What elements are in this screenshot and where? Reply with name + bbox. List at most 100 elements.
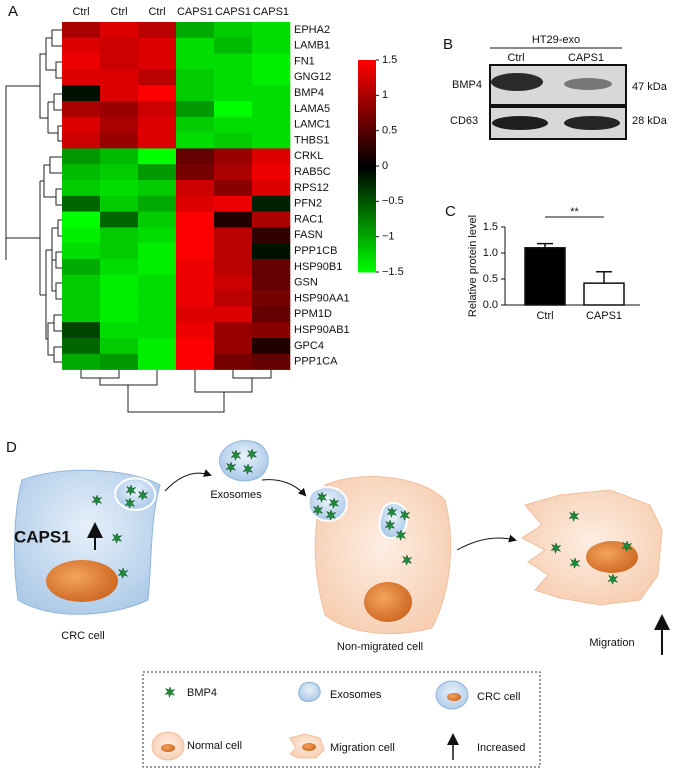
heat-cell: [214, 132, 253, 149]
legend-label: Normal cell: [187, 740, 242, 752]
heat-cell: [62, 195, 101, 212]
blot-title: HT29-exo: [532, 34, 580, 46]
colorbar-tick-label: 1.5: [382, 54, 397, 66]
panel-label: B: [443, 36, 453, 53]
legend-label: Migration cell: [330, 742, 395, 754]
heat-cell: [252, 243, 291, 260]
heat-cell: [176, 306, 215, 323]
column-label: CAPS1: [177, 6, 213, 18]
heat-cell: [138, 322, 177, 339]
colorbar-step: [358, 120, 376, 125]
heat-cell: [252, 322, 291, 339]
heat-cell: [176, 164, 215, 181]
heat-cell: [138, 164, 177, 181]
legend-label: CRC cell: [477, 691, 520, 703]
row-label: RPS12: [294, 182, 329, 194]
heat-cell: [138, 274, 177, 291]
heat-cell: [176, 211, 215, 228]
colorbar-tick-label: 0: [382, 160, 388, 172]
nucleus: [586, 541, 638, 573]
heat-cell: [62, 22, 101, 39]
heat-cell: [62, 322, 101, 339]
legend-label: Increased: [477, 742, 525, 754]
heat-cell: [100, 306, 139, 323]
row-label: RAC1: [294, 213, 323, 225]
row-label: EPHA2: [294, 24, 330, 36]
heat-cell: [100, 164, 139, 181]
colorbar-step: [358, 201, 376, 206]
heat-cell: [252, 132, 291, 149]
heat-cell: [252, 306, 291, 323]
colorbar-step: [358, 81, 376, 86]
heat-cell: [252, 148, 291, 165]
error-bar: [596, 270, 612, 284]
heat-cell: [176, 116, 215, 133]
row-label: HSP90B1: [294, 261, 342, 273]
heat-cell: [138, 290, 177, 307]
heat-cell: [214, 259, 253, 276]
heat-cell: [214, 180, 253, 197]
colorbar-step: [358, 84, 376, 89]
heat-cell: [138, 37, 177, 54]
y-tick-label: 0.0: [483, 299, 498, 311]
bar: [524, 247, 566, 306]
colorbar-step: [358, 88, 376, 93]
heat-cell: [62, 85, 101, 102]
heat-cell: [214, 195, 253, 212]
heat-cell: [62, 211, 101, 228]
heat-cell: [176, 195, 215, 212]
heat-cell: [214, 243, 253, 260]
colorbar-step: [358, 151, 376, 156]
heat-cell: [252, 274, 291, 291]
arrow: [261, 479, 307, 497]
colorbar-step: [358, 60, 376, 65]
heat-cell: [100, 132, 139, 149]
heat-cell: [176, 322, 215, 339]
heat-cell: [176, 132, 215, 149]
heat-cell: [252, 85, 291, 102]
colorbar-step: [358, 98, 376, 103]
heat-cell: [100, 211, 139, 228]
heat-cell: [62, 148, 101, 165]
x-tick-label: CAPS1: [586, 310, 622, 322]
colorbar-step: [358, 77, 376, 82]
heat-cell: [62, 259, 101, 276]
colorbar-tick-label: −1: [382, 231, 395, 243]
colorbar-step: [358, 162, 376, 167]
heat-cell: [176, 353, 215, 370]
heat-cell: [100, 116, 139, 133]
heat-cell: [100, 69, 139, 86]
heat-cell: [214, 353, 253, 370]
colorbar-step: [358, 243, 376, 248]
heat-cell: [62, 164, 101, 181]
heat-cell: [138, 148, 177, 165]
diagram: CAPS1 CRC cell Exosomes Non-migrated cel…: [14, 440, 670, 768]
colorbar-step: [358, 180, 376, 185]
heat-cell: [176, 274, 215, 291]
colorbar-step: [358, 215, 376, 220]
colorbar-step: [358, 74, 376, 79]
heat-cell: [62, 132, 101, 149]
size-label: 47 kDa: [632, 81, 668, 93]
band: [492, 116, 548, 130]
colorbar-step: [358, 197, 376, 202]
row-label: THBS1: [294, 134, 329, 146]
heat-cell: [62, 353, 101, 370]
heat-cell: [252, 290, 291, 307]
heat-cell: [138, 227, 177, 244]
colorbar-step: [358, 229, 376, 234]
row-label: LAMA5: [294, 103, 330, 115]
column-label: Ctrl: [72, 6, 89, 18]
heat-cell: [138, 306, 177, 323]
heat-cell: [252, 353, 291, 370]
arrow: [456, 534, 517, 551]
column-label: Ctrl: [110, 6, 127, 18]
x-tick-label: Ctrl: [536, 310, 553, 322]
cell-label: Exosomes: [210, 489, 262, 501]
heat-cell: [214, 69, 253, 86]
colorbar-step: [358, 169, 376, 174]
row-label: FN1: [294, 55, 315, 67]
heat-cell: [214, 306, 253, 323]
colorbar-step: [358, 254, 376, 259]
heat-cell: [138, 353, 177, 370]
